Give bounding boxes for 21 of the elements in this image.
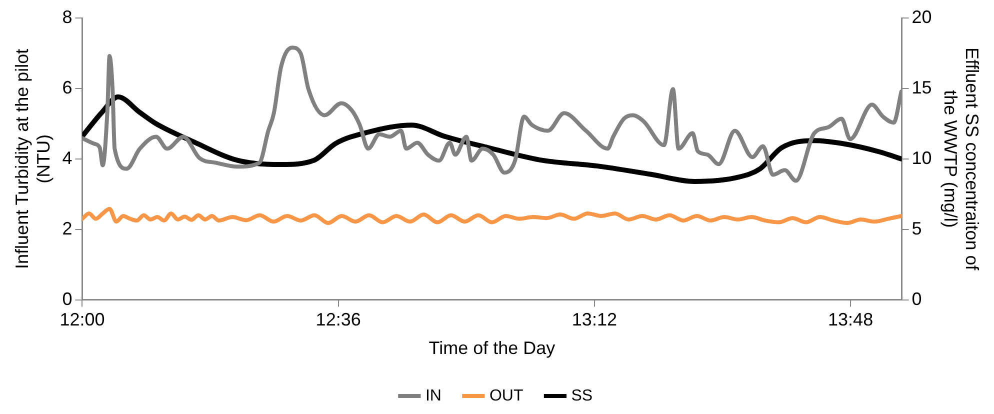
legend-label: IN [425, 387, 442, 404]
x-axis-title: Time of the Day [428, 338, 556, 358]
y-tick-label: 8 [62, 6, 72, 27]
line-series [82, 206, 902, 226]
y2-tick-label: 0 [912, 288, 922, 309]
legend-label: SS [571, 387, 593, 404]
y-tick-label: 6 [62, 77, 72, 98]
x-tick-label: 12:00 [60, 310, 105, 330]
y2-tick-label: 15 [912, 77, 932, 98]
y2-tick-label: 20 [912, 6, 932, 27]
y2-tick-label: 10 [912, 148, 932, 168]
y2-tick-label: 5 [912, 218, 922, 238]
y-tick-label: 2 [62, 218, 72, 238]
y2-axis-title: Effluent SS concentraiton of the WWTP (mg/l) [940, 47, 982, 272]
y-axis-title: Influent Turbidity at the pilot (NTU) [12, 48, 54, 269]
legend-label: OUT [489, 387, 524, 404]
y-tick-label: 4 [62, 148, 72, 168]
x-tick-label: 13:48 [828, 310, 874, 330]
y-tick-label: 0 [62, 288, 72, 309]
x-tick-label: 12:36 [316, 310, 361, 330]
x-tick-label: 13:12 [572, 310, 617, 330]
